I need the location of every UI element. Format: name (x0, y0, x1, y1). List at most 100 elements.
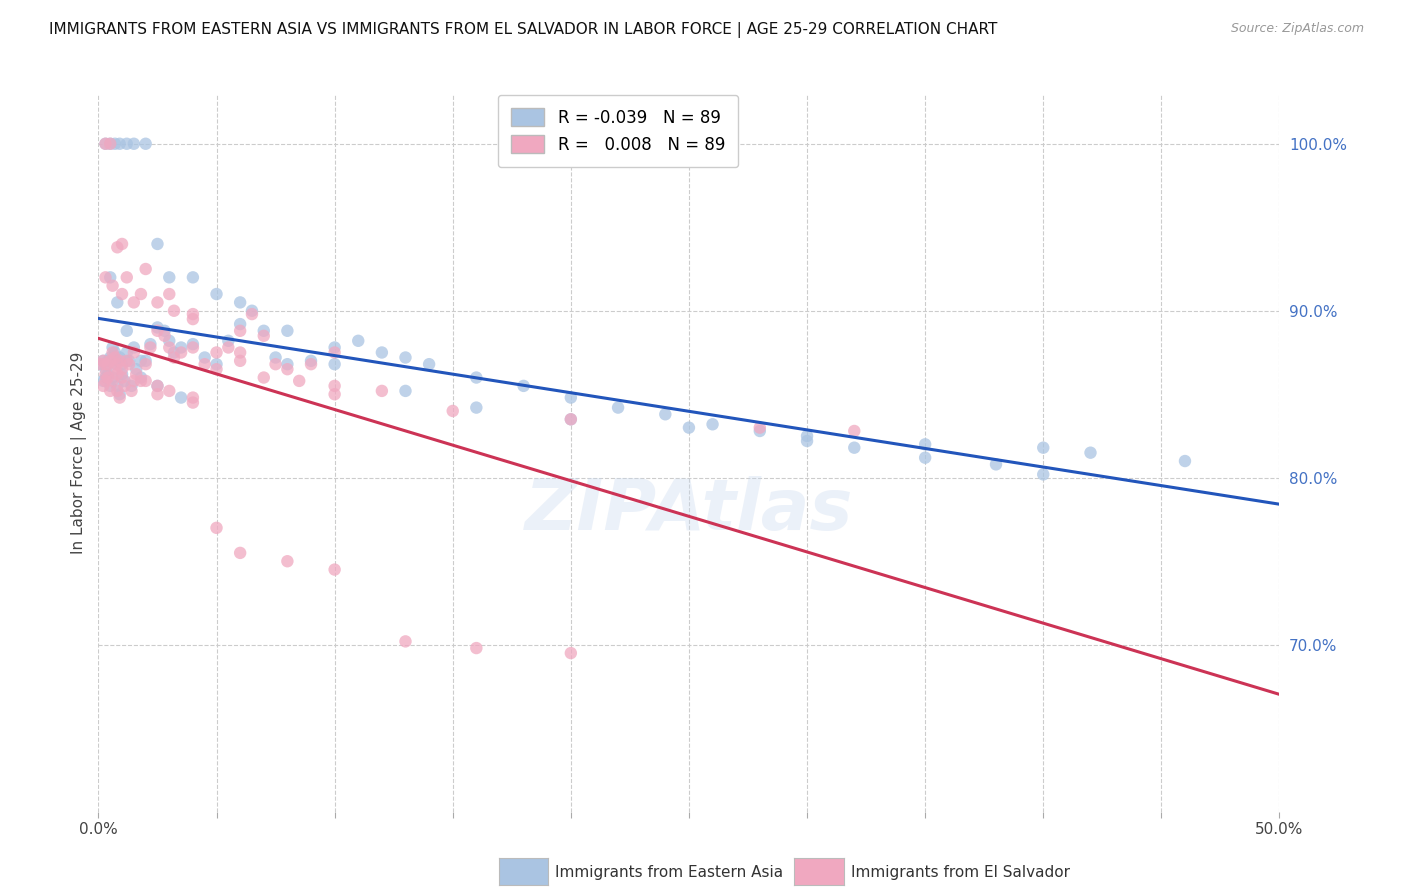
Point (205, 362, 228, 376)
Point (115, 345, 138, 359)
Point (299, 354, 322, 368)
Point (146, 387, 169, 401)
Point (146, 295, 169, 310)
Point (796, 434, 818, 448)
Point (170, 345, 193, 359)
Point (108, 351, 131, 365)
Point (105, 384, 128, 398)
Point (94, 270, 117, 285)
Point (229, 354, 252, 368)
Point (121, 379, 143, 393)
Point (146, 236, 169, 251)
Point (1032, 441, 1054, 455)
Y-axis label: In Labor Force | Age 25-29: In Labor Force | Age 25-29 (72, 351, 87, 554)
Point (111, 357, 134, 371)
Point (253, 370, 276, 384)
Point (111, 368, 134, 382)
Point (146, 324, 169, 338)
Point (98, 351, 121, 365)
Point (276, 362, 298, 376)
Point (94, 136, 117, 151)
Point (111, 287, 134, 301)
Point (125, 362, 148, 376)
Point (205, 521, 228, 535)
Point (229, 324, 252, 338)
Point (108, 391, 131, 405)
Point (111, 370, 134, 384)
Point (276, 324, 298, 338)
Point (276, 554, 298, 568)
Point (560, 391, 582, 405)
Point (98, 136, 121, 151)
Point (94, 362, 117, 376)
Point (984, 458, 1007, 472)
Point (122, 136, 145, 151)
Text: IMMIGRANTS FROM EASTERN ASIA VS IMMIGRANTS FROM EL SALVADOR IN LABOR FORCE | AGE: IMMIGRANTS FROM EASTERN ASIA VS IMMIGRAN… (49, 22, 998, 38)
Text: Source: ZipAtlas.com: Source: ZipAtlas.com (1230, 22, 1364, 36)
Point (108, 387, 131, 401)
Point (97, 354, 120, 368)
Point (122, 295, 145, 310)
Point (181, 270, 204, 285)
Point (146, 379, 169, 393)
Point (157, 287, 180, 301)
Point (441, 404, 464, 418)
Legend: R = -0.039   N = 89, R =   0.008   N = 89: R = -0.039 N = 89, R = 0.008 N = 89 (498, 95, 738, 167)
Point (104, 351, 127, 365)
Point (560, 412, 582, 426)
Point (1080, 446, 1102, 460)
Point (181, 337, 204, 351)
Point (323, 357, 346, 371)
Point (288, 374, 311, 388)
Point (181, 307, 204, 321)
Point (112, 374, 135, 388)
Point (240, 307, 263, 321)
Point (94, 368, 117, 382)
Point (371, 384, 394, 398)
Point (104, 357, 127, 371)
Point (91, 354, 114, 368)
Point (101, 278, 124, 293)
Point (229, 546, 252, 560)
Point (146, 320, 169, 334)
Point (104, 362, 127, 376)
Point (276, 357, 298, 371)
Point (170, 391, 193, 405)
Point (1174, 454, 1197, 468)
Point (121, 384, 143, 398)
Point (146, 379, 169, 393)
Point (323, 341, 346, 355)
Point (217, 334, 239, 348)
Point (264, 357, 287, 371)
Point (394, 634, 416, 648)
Point (607, 401, 630, 415)
Point (323, 387, 346, 401)
Point (1032, 467, 1054, 482)
Point (796, 429, 818, 443)
Point (112, 379, 135, 393)
Point (153, 328, 176, 343)
Point (98, 354, 121, 368)
Point (97, 370, 120, 384)
Point (98, 384, 121, 398)
Point (98, 136, 121, 151)
Point (181, 341, 204, 355)
Point (105, 379, 128, 393)
Point (181, 391, 204, 405)
Point (914, 450, 936, 465)
Point (129, 354, 152, 368)
Point (135, 262, 157, 277)
Point (181, 395, 204, 409)
Point (97, 357, 120, 371)
Point (115, 324, 138, 338)
Point (229, 345, 252, 359)
Point (157, 384, 180, 398)
Point (135, 357, 157, 371)
Point (90, 357, 112, 371)
Point (98, 270, 121, 285)
Point (104, 136, 127, 151)
Point (394, 384, 416, 398)
Point (97, 368, 120, 382)
Point (135, 374, 157, 388)
Point (105, 295, 128, 310)
